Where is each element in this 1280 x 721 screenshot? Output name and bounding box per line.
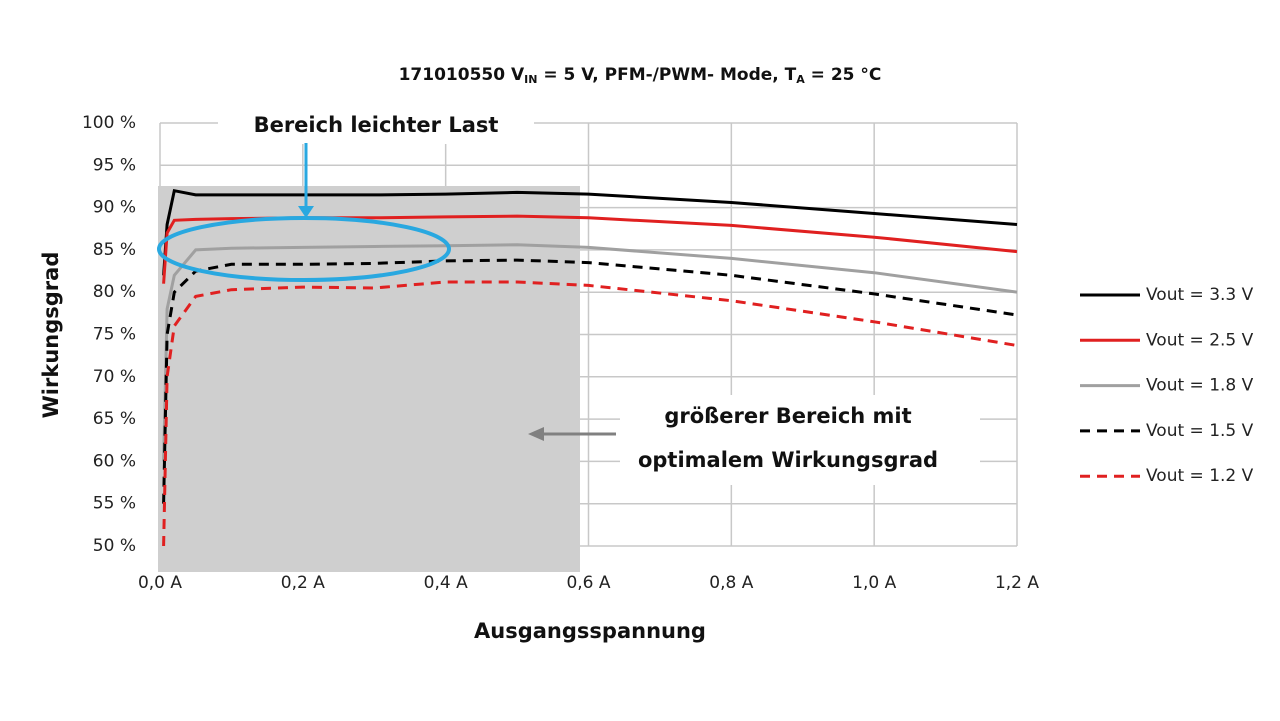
y-tick-label: 70 % [93, 367, 136, 387]
annotation-bg [218, 108, 534, 144]
series-line [162, 258, 1018, 504]
legend-label: Vout = 1.2 V [1146, 466, 1254, 486]
title-part: = 5 V, PFM-/PWM- Mode, T [537, 65, 796, 85]
series-line [162, 243, 1018, 462]
arrow-head [528, 427, 544, 441]
plot [162, 188, 1018, 547]
x-tick-label: 1,0 A [852, 573, 896, 593]
legend-label: Vout = 2.5 V [1146, 330, 1254, 350]
series-line [162, 188, 1018, 276]
title-part: = 25 °C [805, 65, 882, 85]
y-tick-label: 65 % [93, 409, 136, 429]
y-tick-label: 80 % [93, 282, 136, 302]
y-tick-label: 75 % [93, 325, 136, 345]
highlight-region [158, 186, 580, 572]
legend-label: Vout = 1.5 V [1146, 421, 1254, 441]
chart-title: 171010550 VIN = 5 V, PFM-/PWM- Mode, TA … [399, 65, 882, 86]
x-tick-label: 0,4 A [424, 573, 468, 593]
x-tick-label: 0,8 A [709, 573, 753, 593]
y-tick-label: 60 % [93, 451, 136, 471]
annotation-bg [620, 395, 980, 485]
annotation: größerer Bereich mit [664, 404, 911, 428]
x-tick-label: 1,2 A [995, 573, 1039, 593]
y-tick-label: 90 % [93, 198, 136, 218]
y-axis-title: Wirkungsgrad [39, 252, 63, 419]
x-axis-title: Ausgangsspannung [474, 619, 706, 643]
x-tick-label: 0,2 A [281, 573, 325, 593]
x-tick-label: 0,0 A [138, 573, 182, 593]
title-sub: A [796, 73, 805, 86]
annotation: optimalem Wirkungsgrad [638, 448, 938, 472]
highlight-ellipse [157, 216, 451, 282]
x-tick-label: 0,6 A [566, 573, 610, 593]
legend-label: Vout = 1.8 V [1146, 376, 1254, 396]
title-part: 171010550 V [399, 65, 525, 85]
title-sub: IN [524, 73, 537, 86]
y-tick-label: 95 % [93, 155, 136, 175]
y-tick-label: 55 % [93, 494, 136, 514]
series-line [162, 214, 1018, 284]
arrow-head [298, 206, 314, 218]
y-tick-label: 100 % [82, 113, 136, 133]
y-tick-label: 50 % [93, 536, 136, 556]
y-tick-label: 85 % [93, 240, 136, 260]
annotation: Bereich leichter Last [254, 113, 499, 137]
legend-label: Vout = 3.3 V [1146, 285, 1254, 305]
